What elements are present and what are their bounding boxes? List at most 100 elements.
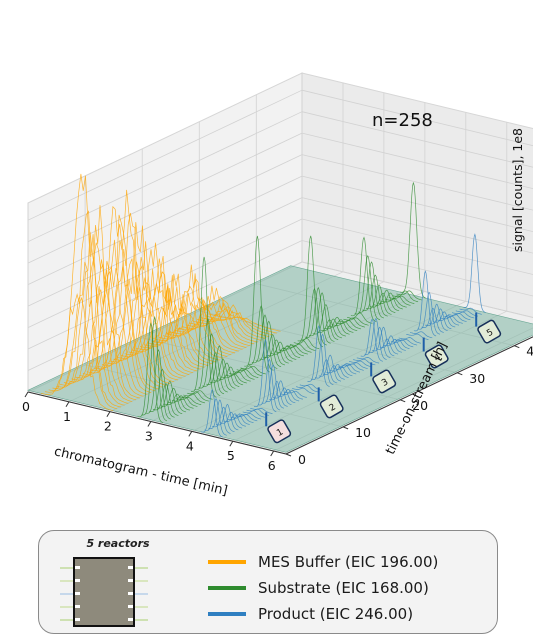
sample-count-annotation: n=258 <box>372 110 433 131</box>
trace-0 <box>208 313 281 332</box>
trace-2 <box>421 307 444 333</box>
trace-2 <box>250 407 273 415</box>
trace-1 <box>385 295 411 306</box>
trace-1 <box>373 289 400 312</box>
trace-1 <box>232 369 259 378</box>
trace-1 <box>217 366 244 386</box>
trace-0 <box>71 270 144 397</box>
x-tick-label: 5 <box>227 448 235 463</box>
trace-1 <box>183 391 209 402</box>
trace-0 <box>181 295 255 345</box>
trace-1 <box>244 235 270 373</box>
trace-0 <box>204 315 277 334</box>
trace-0 <box>101 222 175 383</box>
y-tick-label: 20 <box>412 398 428 413</box>
x-tick-label: 3 <box>145 429 153 444</box>
reactor-markers: 1 2 3 4 5 <box>265 312 502 444</box>
trace-2 <box>459 307 482 315</box>
trace-1 <box>141 315 168 422</box>
trace-1 <box>327 319 354 333</box>
trace-2 <box>345 362 368 369</box>
waterfall-chart: 1234501234560102030400.000.250.500.751.0… <box>22 72 533 499</box>
trace-2 <box>410 331 433 339</box>
trace-1 <box>286 343 312 353</box>
trace-1 <box>289 340 316 351</box>
trace-1 <box>175 397 202 406</box>
trace-2 <box>257 358 281 411</box>
trace-1 <box>156 380 183 415</box>
trace-1 <box>225 370 251 382</box>
trace-2 <box>307 325 330 387</box>
trace-0 <box>82 214 156 392</box>
trace-2 <box>375 338 399 355</box>
trace-1 <box>324 316 350 335</box>
trace-2 <box>200 388 224 438</box>
trace-1 <box>236 365 263 377</box>
x-axis-title: chromatogram - time [min] <box>53 444 229 499</box>
trace-1 <box>335 320 362 330</box>
trace-1 <box>164 393 190 411</box>
trace-1 <box>206 345 232 391</box>
trace-2 <box>311 333 334 386</box>
reactor-title: 5 reactors <box>86 537 150 550</box>
legend-swatch <box>208 560 246 564</box>
reactor-marker-2: 2 <box>317 387 344 419</box>
x-tick-label: 4 <box>186 438 194 453</box>
trace-2 <box>269 380 292 405</box>
reactor-marker-label: 5 <box>485 328 495 340</box>
trace-2 <box>372 326 395 357</box>
legend-label: MES Buffer (EIC 196.00) <box>258 553 439 571</box>
legend-item-product: Product (EIC 246.00) <box>208 603 413 625</box>
trace-2 <box>208 399 231 434</box>
trace-1 <box>297 235 324 348</box>
z-axis-title: signal [counts], 1e8 <box>510 128 525 252</box>
reactor-marker-label: 1 <box>275 427 285 439</box>
trace-0 <box>120 258 194 374</box>
reactor-marker-label: 3 <box>380 377 390 389</box>
reactor-marker-label: 2 <box>328 402 338 414</box>
trace-1 <box>145 349 171 420</box>
trace-2 <box>349 360 372 368</box>
trace-1 <box>259 334 286 366</box>
waterfall-traces <box>41 173 486 438</box>
trace-2 <box>398 337 421 344</box>
trace-2 <box>444 313 467 322</box>
trace-1 <box>308 292 335 342</box>
legend-label: Product (EIC 246.00) <box>258 605 414 623</box>
trace-2 <box>330 366 353 377</box>
x-tick-label: 6 <box>268 458 276 473</box>
trace-0 <box>105 265 178 381</box>
legend-item-mes-buffer: MES Buffer (EIC 196.00) <box>208 551 438 573</box>
trace-0 <box>189 299 262 341</box>
trace-1 <box>320 318 346 337</box>
trace-0 <box>90 189 163 388</box>
trace-0 <box>132 290 205 368</box>
trace-2 <box>261 364 284 409</box>
trace-2 <box>455 310 479 317</box>
trace-0 <box>185 302 258 343</box>
trace-0 <box>128 271 201 370</box>
trace-2 <box>451 311 475 319</box>
y-tick-label: 10 <box>355 425 371 440</box>
legend-item-substrate: Substrate (EIC 168.00) <box>208 577 429 599</box>
trace-0 <box>60 242 133 403</box>
trace-0 <box>98 258 171 384</box>
trace-1 <box>400 182 426 299</box>
trace-1 <box>270 347 297 360</box>
trace-2 <box>227 414 250 425</box>
trace-2 <box>368 326 391 359</box>
legend-swatch <box>208 586 246 590</box>
trace-2 <box>322 365 345 380</box>
x-tick-label: 2 <box>104 419 112 434</box>
trace-0 <box>56 231 129 404</box>
y-tick-label: 30 <box>469 371 485 386</box>
trace-1 <box>179 393 206 404</box>
trace-1 <box>152 383 179 416</box>
trace-0 <box>63 205 137 401</box>
trace-1 <box>396 290 422 301</box>
trace-1 <box>168 395 194 409</box>
trace-1 <box>213 362 240 387</box>
trace-2 <box>292 387 315 395</box>
trace-2 <box>383 338 406 351</box>
reactor-marker-5: 5 <box>475 312 502 344</box>
